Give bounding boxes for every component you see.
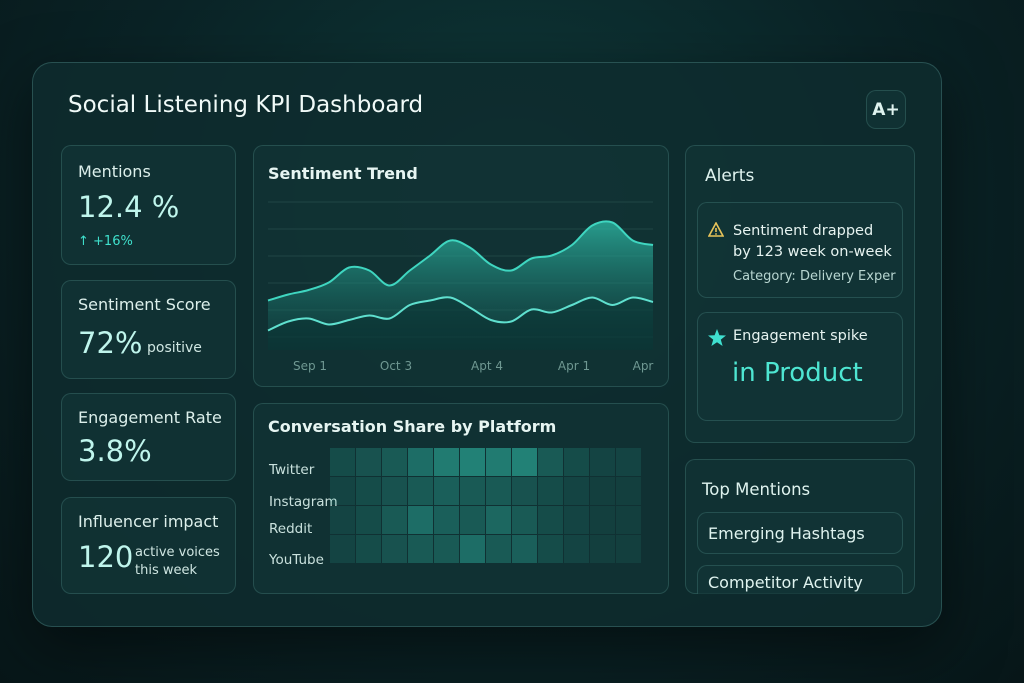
alert[interactable] <box>697 312 903 421</box>
heat-cell <box>616 535 641 563</box>
x-label: Oct 3 <box>380 359 412 373</box>
x-label: Apr <box>633 359 654 373</box>
mentions-title: Top Mentions <box>702 480 811 499</box>
warning-icon <box>708 222 724 237</box>
heat-cell <box>486 477 511 505</box>
heat-cell <box>460 477 485 505</box>
heat-cell <box>382 477 407 505</box>
trend-title: Sentiment Trend <box>268 164 418 183</box>
heat-cell <box>512 535 537 563</box>
alert-highlight: in Product <box>732 358 863 388</box>
alerts-title: Alerts <box>705 166 755 186</box>
heat-cell <box>538 535 563 563</box>
heat-cell <box>616 506 641 534</box>
heat-cell <box>382 448 407 476</box>
heat-cell <box>434 448 459 476</box>
kpi-label: Sentiment Score <box>78 295 211 314</box>
heat-cell <box>408 448 433 476</box>
heat-cell <box>330 506 355 534</box>
heat-cell <box>434 506 459 534</box>
heat-cell <box>564 448 589 476</box>
heat-cell <box>486 535 511 563</box>
alert-text: Sentiment drapped by 123 week on-week <box>733 223 892 260</box>
kpi-card <box>61 393 236 481</box>
x-label: Apr 1 <box>558 359 590 373</box>
trend-line <box>267 220 654 302</box>
heat-cell <box>590 535 615 563</box>
mention-text: Competitor Activity <box>708 573 863 592</box>
platform-label: Reddit <box>269 521 313 537</box>
heat-cell <box>564 535 589 563</box>
heat-cell <box>434 477 459 505</box>
kpi-label: Engagement Rate <box>78 408 222 427</box>
heat-cell <box>486 506 511 534</box>
heat-cell <box>616 448 641 476</box>
heat-cell <box>564 506 589 534</box>
heat-cell <box>408 535 433 563</box>
heat-cell <box>512 477 537 505</box>
heat-cell <box>408 477 433 505</box>
heat-cell <box>330 448 355 476</box>
mention-text: Emerging Hashtags <box>708 524 865 543</box>
heat-cell <box>538 506 563 534</box>
trend-chart: Sep 1 Oct 3 Apt 4 Apr 1 Apr <box>267 201 654 373</box>
alert[interactable] <box>697 202 903 298</box>
heat-cell <box>590 448 615 476</box>
kpi-value: 12.4 % <box>78 190 180 224</box>
heat-cell <box>460 535 485 563</box>
heat-cell <box>590 477 615 505</box>
heat-cell <box>460 506 485 534</box>
trend-line <box>267 296 654 332</box>
alert-text: Engagement spike <box>733 328 868 344</box>
heat-cell <box>356 477 381 505</box>
heat-cell <box>538 477 563 505</box>
star-icon <box>708 329 726 346</box>
heat-cell <box>486 448 511 476</box>
x-label: Apt 4 <box>471 359 503 373</box>
heat-cell <box>512 506 537 534</box>
heat-cell <box>590 506 615 534</box>
kpi-card <box>61 497 236 594</box>
heat-cell <box>538 448 563 476</box>
heat-cell <box>616 477 641 505</box>
mention-item[interactable] <box>697 512 903 554</box>
x-label: Sep 1 <box>293 359 327 373</box>
platform-title: Conversation Share by Platform <box>268 417 557 436</box>
kpi-suffix: active voices this week <box>135 545 220 578</box>
platform-label: YouTube <box>269 552 324 568</box>
platform-card <box>253 403 669 594</box>
badge[interactable]: A+ <box>866 90 906 129</box>
heat-cell <box>356 448 381 476</box>
kpi-value: 3.8% <box>78 434 152 468</box>
heat-cell <box>512 448 537 476</box>
heat-cell <box>382 535 407 563</box>
heat-cell <box>382 506 407 534</box>
kpi-suffix: positive <box>147 340 202 356</box>
heat-cell <box>564 477 589 505</box>
alert-detail: Category: Delivery Exper <box>733 269 896 284</box>
kpi-label: Influencer impact <box>78 512 219 531</box>
heat-cell <box>356 506 381 534</box>
platform-label: Instagram <box>269 494 338 510</box>
kpi-value: 72% <box>78 326 143 360</box>
heat-cell <box>330 535 355 563</box>
kpi-value: 120 <box>78 540 134 574</box>
kpi-card <box>61 145 236 265</box>
heat-cell <box>460 448 485 476</box>
heat-cell <box>330 477 355 505</box>
heat-cell <box>434 535 459 563</box>
mention-item[interactable] <box>697 565 903 594</box>
heat-cell <box>408 506 433 534</box>
trend-area <box>268 297 653 350</box>
kpi-card <box>61 280 236 379</box>
kpi-label: Mentions <box>78 162 151 181</box>
dashboard-title: Social Listening KPI Dashboard <box>68 92 424 118</box>
kpi-change: ↑ +16% <box>78 234 133 249</box>
heat-cell <box>356 535 381 563</box>
platform-label: Twitter <box>269 462 315 478</box>
